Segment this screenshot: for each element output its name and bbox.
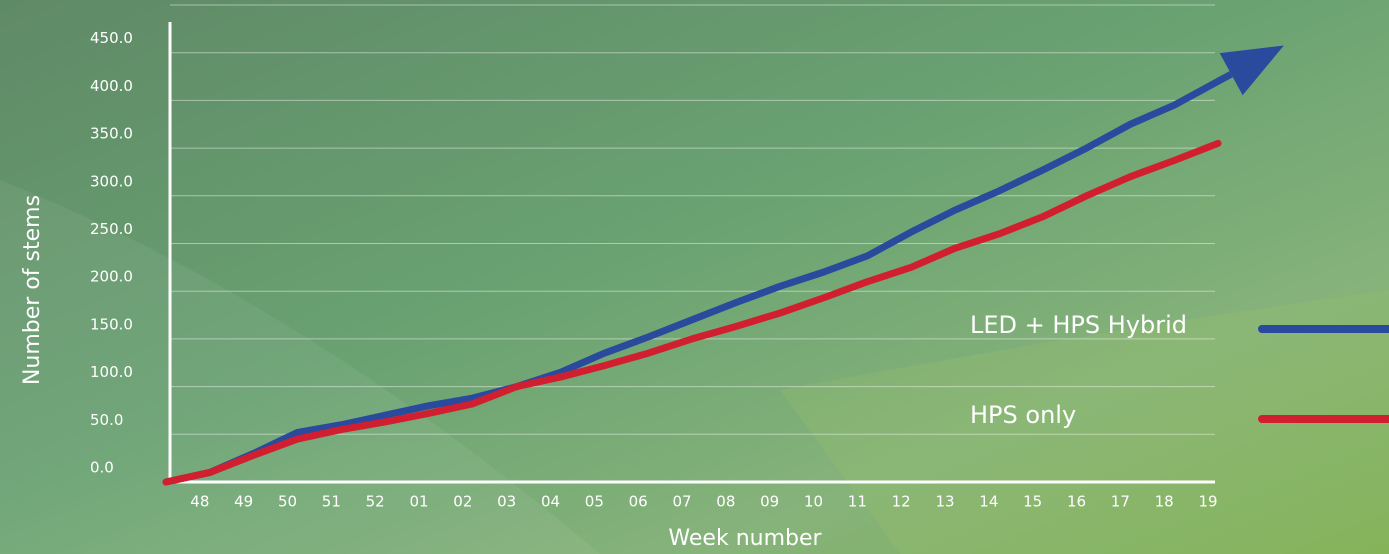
x-tick-label: 16 bbox=[1067, 493, 1086, 511]
y-tick-label: 100.0 bbox=[90, 363, 133, 381]
x-tick-label: 12 bbox=[892, 493, 911, 511]
x-tick-label: 13 bbox=[935, 493, 954, 511]
x-tick-label: 09 bbox=[760, 493, 779, 511]
x-tick-label: 03 bbox=[497, 493, 516, 511]
x-tick-label: 02 bbox=[453, 493, 472, 511]
x-tick-label: 17 bbox=[1111, 493, 1130, 511]
x-tick-label: 52 bbox=[366, 493, 385, 511]
y-tick-label: 400.0 bbox=[90, 77, 133, 95]
x-tick-label: 10 bbox=[804, 493, 823, 511]
y-tick-label: 150.0 bbox=[90, 315, 133, 333]
x-axis-title: Week number bbox=[668, 526, 822, 551]
chart: Week number Number of stems 0.0 50.0 100.0… bbox=[0, 0, 1389, 554]
x-tick-label: 50 bbox=[278, 493, 297, 511]
x-tick-label: 11 bbox=[848, 493, 867, 511]
x-tick-label: 19 bbox=[1198, 493, 1217, 511]
x-tick-label: 51 bbox=[322, 493, 341, 511]
y-tick-label: 50.0 bbox=[90, 411, 123, 429]
legend-label: HPS only bbox=[970, 401, 1076, 429]
x-tick-label: 06 bbox=[629, 493, 648, 511]
y-tick-label: 250.0 bbox=[90, 220, 133, 238]
x-tick-label: 07 bbox=[672, 493, 691, 511]
y-tick-label: 200.0 bbox=[90, 268, 133, 286]
x-tick-label: 05 bbox=[585, 493, 604, 511]
x-tick-label: 14 bbox=[979, 493, 998, 511]
y-axis-title: Number of stems bbox=[20, 195, 45, 385]
y-tick-label: 300.0 bbox=[90, 172, 133, 190]
x-tick-label: 49 bbox=[234, 493, 253, 511]
x-tick-label: 01 bbox=[409, 493, 428, 511]
x-tick-label: 18 bbox=[1155, 493, 1174, 511]
y-tick-label: 450.0 bbox=[90, 29, 133, 47]
x-tick-label: 08 bbox=[716, 493, 735, 511]
x-tick-label: 04 bbox=[541, 493, 560, 511]
legend-label: LED + HPS Hybrid bbox=[970, 311, 1187, 339]
page: {"chart_data": {"type": "line", "xlabel"… bbox=[0, 0, 1389, 554]
x-tick-label: 48 bbox=[190, 493, 209, 511]
x-tick-label: 15 bbox=[1023, 493, 1042, 511]
y-tick-label: 350.0 bbox=[90, 125, 133, 143]
y-tick-label: 0.0 bbox=[90, 459, 114, 477]
